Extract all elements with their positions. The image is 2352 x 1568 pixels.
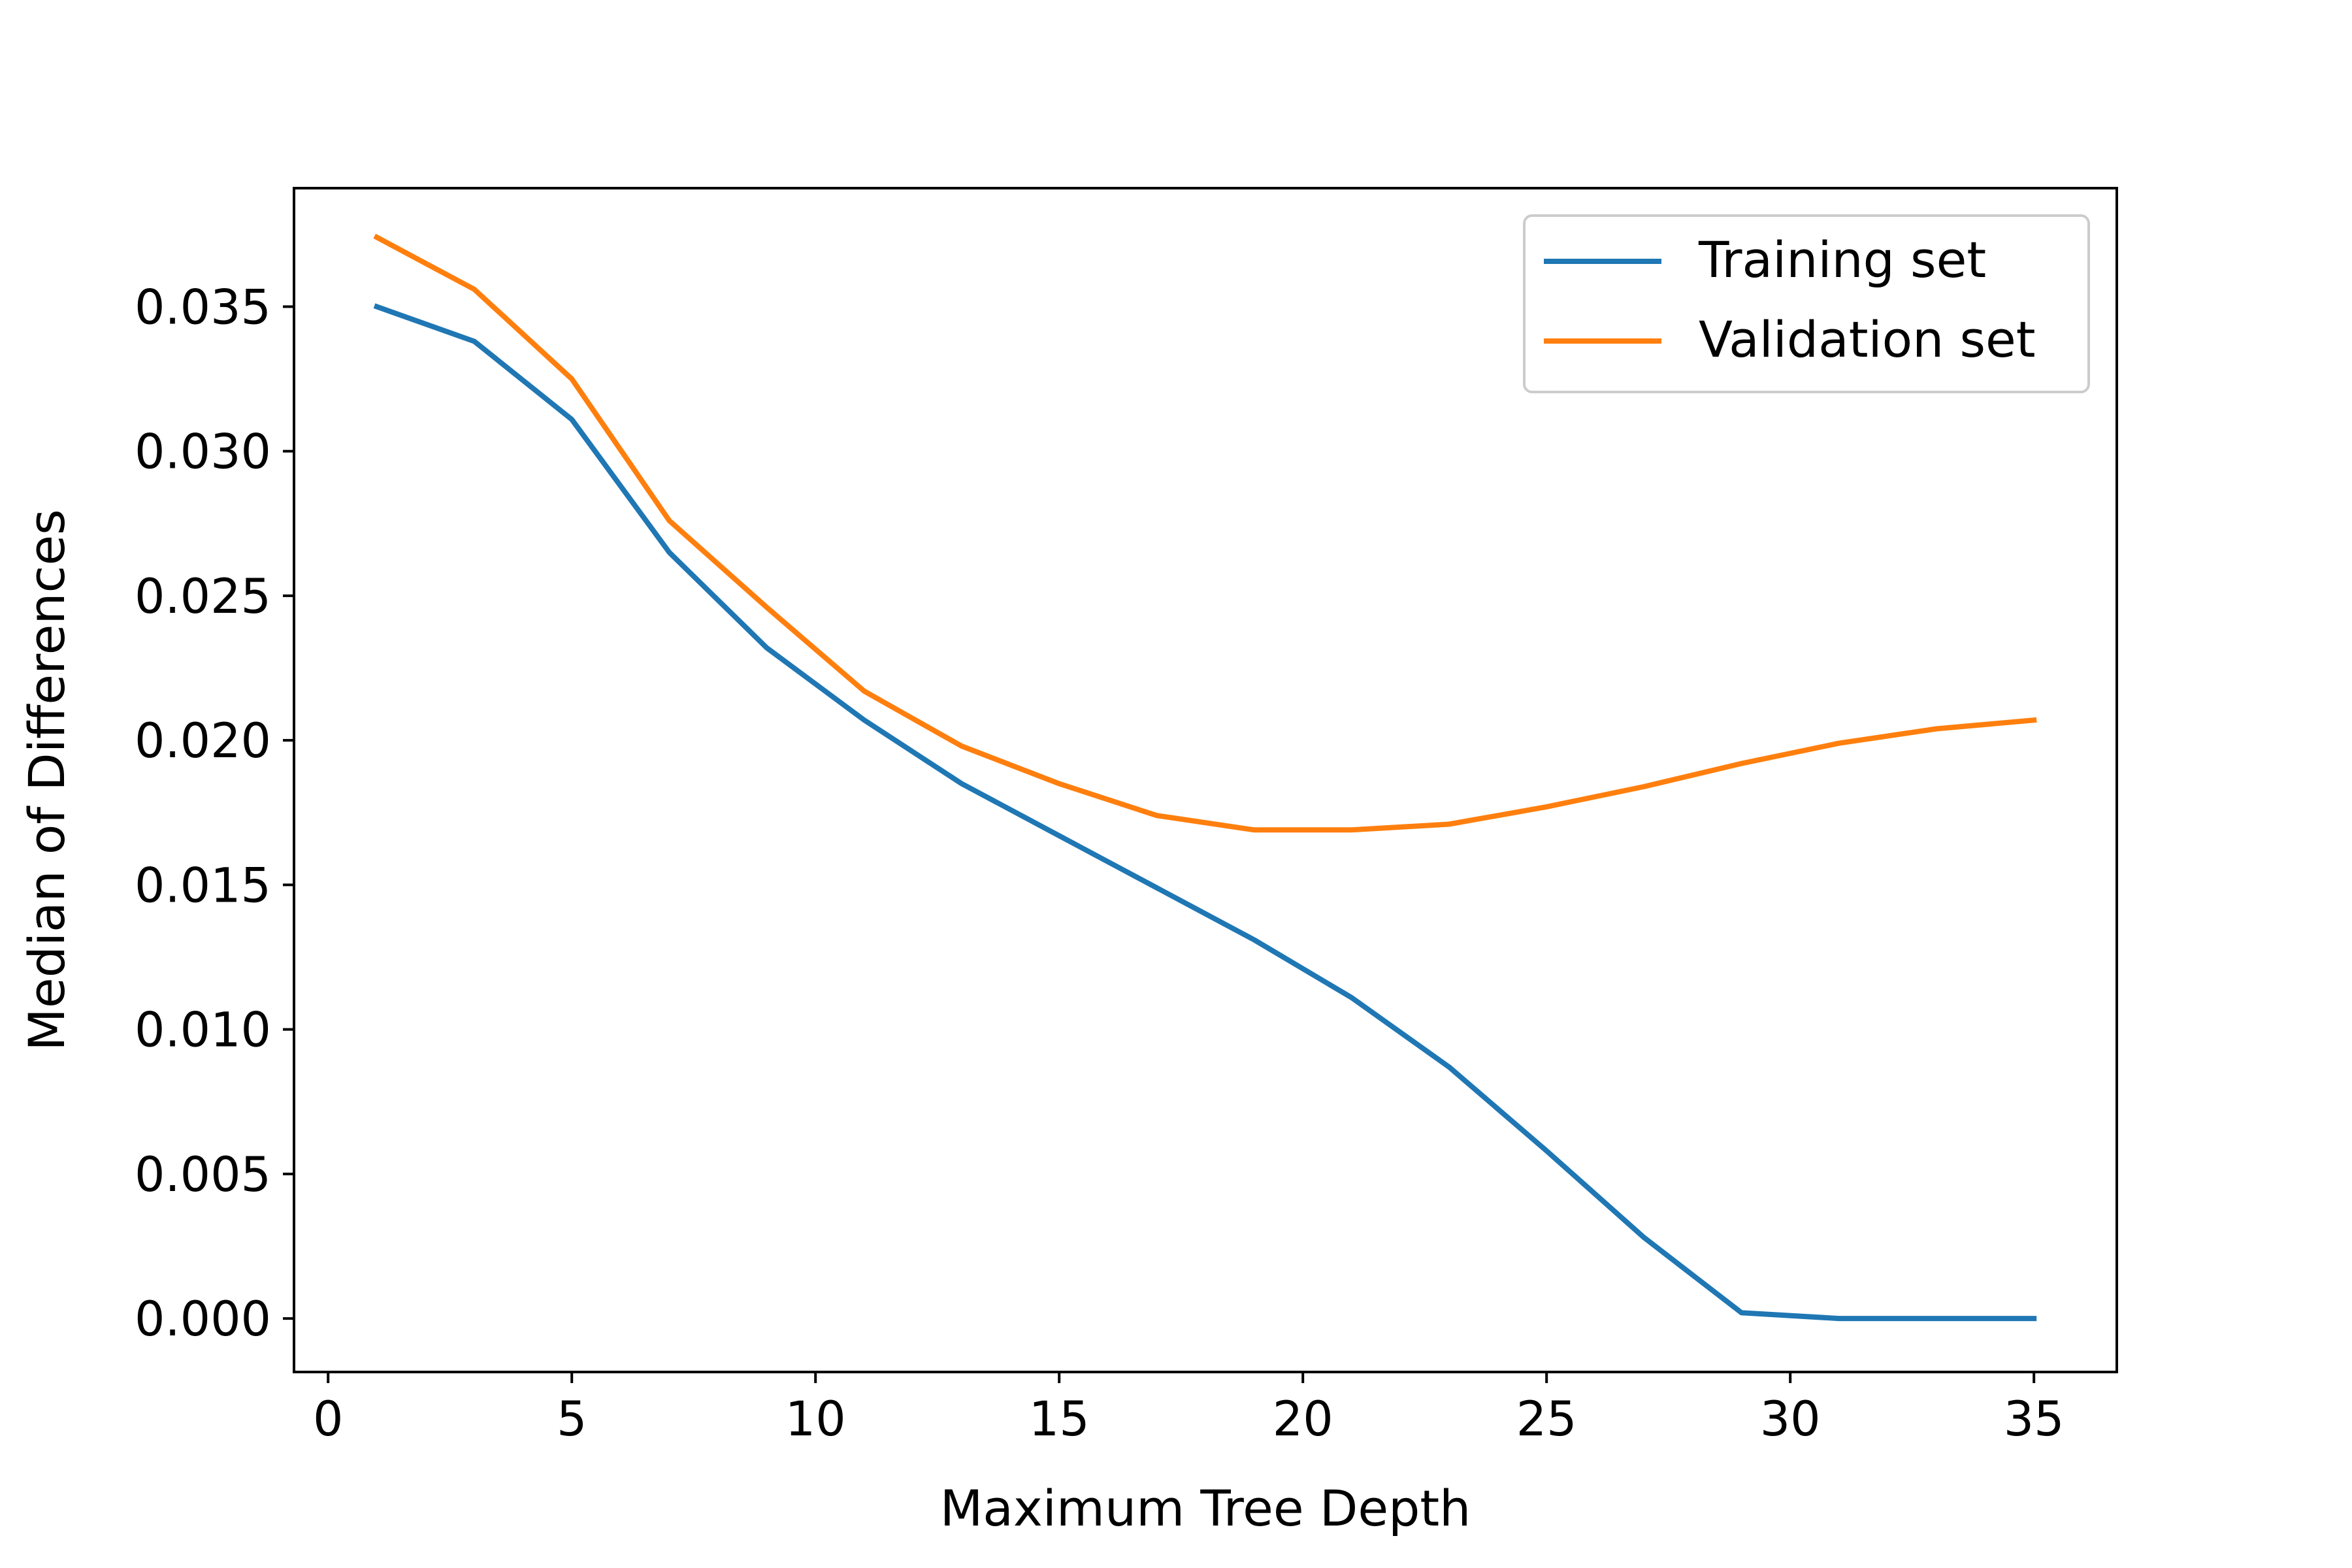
legend-frame [1523,214,2090,393]
y-tick-label: 0.030 [135,425,271,480]
x-tick-label: 25 [1516,1392,1577,1447]
y-axis-label: Median of Differences [18,509,76,1051]
legend-label-training: Training set [1698,231,1986,289]
x-tick-label: 0 [313,1392,343,1447]
x-tick-label: 30 [1760,1392,1821,1447]
series-layer [373,233,2037,1322]
y-axis-ticks: 0.000 0.005 0.010 0.015 0.020 0.025 0.030 0.035 [135,280,294,1347]
y-tick-label: 0.000 [135,1292,271,1347]
x-tick-label: 35 [2004,1392,2065,1447]
x-axis-label: Maximum Tree Depth [940,1479,1471,1537]
y-tick-label: 0.005 [135,1147,271,1203]
series-line-validation [373,233,2037,833]
y-tick-label: 0.010 [135,1003,271,1058]
x-tick-label: 20 [1273,1392,1333,1447]
y-tick-label: 0.020 [135,713,271,769]
x-tick-label: 10 [785,1392,846,1447]
x-tick-label: 15 [1029,1392,1090,1447]
x-tick-label: 5 [557,1392,587,1447]
y-tick-label: 0.015 [135,858,271,913]
series-line-training [373,303,2037,1322]
legend: Training set Validation set [1523,214,2090,393]
x-axis-ticks: 0 5 10 15 20 25 30 35 [313,1372,2065,1447]
plot-frame [293,187,2118,1373]
y-tick-label: 0.035 [135,280,271,335]
y-tick-label: 0.025 [135,569,271,625]
legend-label-validation: Validation set [1699,310,2036,368]
